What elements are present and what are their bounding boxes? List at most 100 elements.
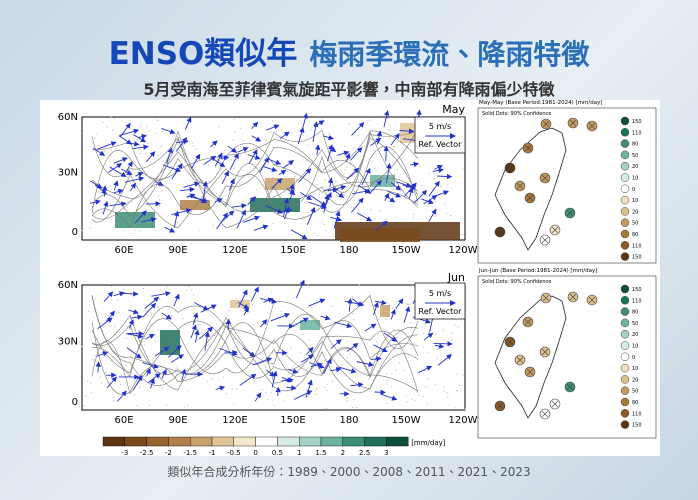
contour: [91, 131, 419, 229]
wind-vector: [168, 344, 182, 358]
wind-vector: [117, 390, 127, 402]
stipple: [379, 210, 381, 212]
wind-vector: [97, 317, 113, 330]
legend-label: 150: [632, 119, 642, 125]
stipple: [371, 160, 373, 163]
station-x: [541, 410, 549, 418]
wind-vector: [171, 163, 183, 180]
stipple: [214, 166, 216, 168]
stipple: [261, 389, 263, 391]
wind-vector: [173, 210, 180, 228]
station-x: [496, 228, 504, 236]
wind-vector: [259, 156, 269, 173]
wind-vector: [295, 279, 305, 299]
stipple: [418, 394, 420, 396]
stipple: [323, 223, 325, 225]
wind-vector: [376, 130, 382, 145]
stipple: [176, 205, 178, 208]
stipple: [90, 391, 92, 394]
wind-vector: [192, 312, 199, 326]
wind-vector: [270, 313, 291, 322]
colorbar-label: 0: [253, 449, 257, 457]
legend-label: 10: [632, 344, 638, 350]
stipple: [239, 155, 241, 157]
stipple: [143, 338, 146, 340]
stipple: [233, 119, 235, 121]
stipple: [192, 294, 195, 296]
stipple: [235, 298, 237, 300]
wind-vector: [364, 323, 377, 332]
wind-vector: [179, 186, 196, 193]
wind-vector: [308, 362, 325, 369]
stipple: [182, 317, 184, 320]
wind-vector: [386, 196, 396, 203]
wind-vector: [413, 189, 428, 204]
wind-vector: [337, 150, 350, 156]
stipple: [188, 285, 190, 288]
legend-swatch: [620, 386, 630, 395]
wind-vector: [130, 314, 143, 320]
station-x: [588, 122, 596, 130]
stipple: [111, 166, 113, 168]
lat-label: 30N: [58, 168, 78, 179]
station-x: [506, 338, 514, 346]
legend-swatch: [620, 284, 630, 294]
stipple: [354, 156, 356, 158]
station-x: [569, 119, 577, 127]
stipple: [330, 362, 332, 364]
wind-vector: [387, 190, 402, 198]
colorbar-cell: [255, 436, 278, 447]
stipple: [413, 213, 415, 215]
title-a: ENSO類似年: [108, 36, 298, 72]
stipple: [321, 118, 323, 120]
stipple: [233, 404, 235, 406]
wind-vector: [278, 169, 287, 176]
wind-vector: [109, 201, 127, 207]
stipple: [102, 121, 104, 124]
stipple: [223, 376, 225, 378]
stipple: [302, 333, 304, 335]
stipple: [406, 401, 408, 403]
stipple: [344, 169, 346, 171]
subtitle: 5月受南海至菲律賓氣旋距平影響，中南部有降雨偏少特徵: [143, 80, 555, 99]
stipple: [233, 131, 236, 134]
lon-label: 120E: [222, 245, 247, 256]
legend-swatch: [620, 420, 630, 429]
stipple: [426, 351, 428, 353]
stipple: [171, 315, 173, 317]
wind-vector: [149, 378, 155, 389]
stipple: [98, 191, 100, 194]
colorbar-label: 3: [384, 449, 388, 457]
wind-vector: [132, 134, 147, 143]
wind-vector: [374, 299, 387, 306]
stipple: [407, 303, 409, 305]
wind-vector: [224, 349, 238, 356]
contour: [91, 146, 419, 220]
stipple: [117, 298, 119, 301]
stipple: [372, 150, 375, 152]
stipple: [251, 304, 253, 306]
stipple: [165, 404, 168, 406]
legend-label: 110: [632, 298, 642, 304]
stipple: [82, 219, 84, 221]
stipple: [444, 202, 446, 204]
stipple: [230, 159, 232, 161]
stipple: [256, 189, 258, 191]
stipple: [386, 402, 388, 405]
stipple: [156, 119, 158, 121]
stipple: [324, 360, 326, 362]
stipple: [460, 390, 462, 392]
stipple: [422, 395, 424, 397]
colorbar-unit: [mm/day]: [411, 439, 446, 447]
stipple: [434, 383, 436, 385]
legend-swatch: [620, 139, 630, 148]
stipple: [411, 398, 413, 400]
stipple: [213, 352, 216, 355]
stipple: [331, 380, 334, 383]
wind-vector: [145, 151, 156, 163]
stipple: [396, 337, 398, 339]
stipple: [117, 395, 120, 397]
wind-vector: [434, 190, 449, 197]
stipple: [106, 126, 109, 128]
stipple: [101, 211, 103, 213]
